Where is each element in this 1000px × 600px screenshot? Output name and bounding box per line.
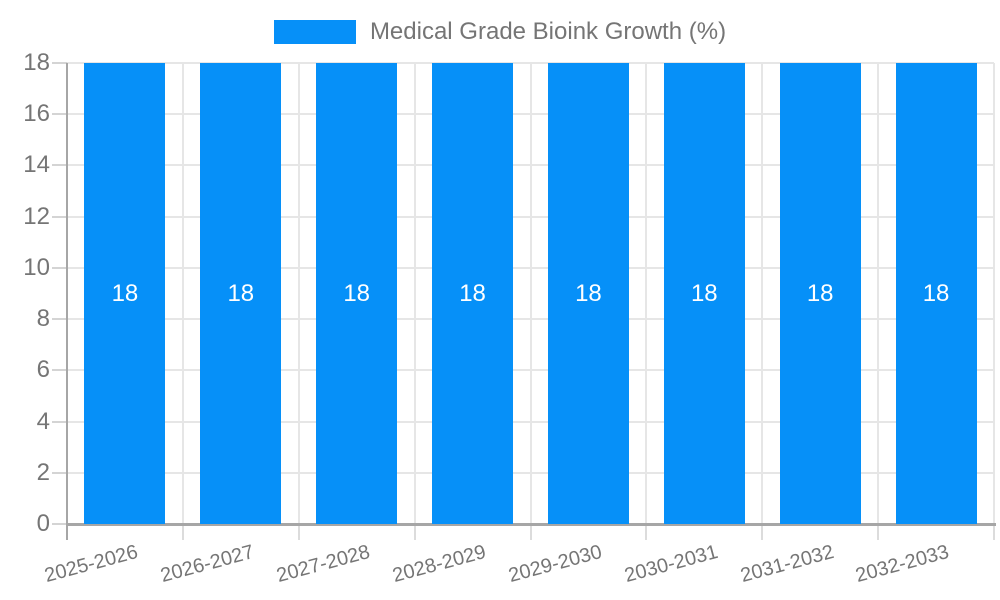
bar-value-label: 18 — [575, 279, 602, 307]
x-axis-tick — [877, 524, 880, 540]
bar[interactable] — [84, 63, 166, 524]
y-axis-tick — [52, 164, 67, 167]
y-axis-tick-label: 12 — [23, 202, 50, 230]
y-axis-tick-label: 16 — [23, 100, 50, 128]
bar[interactable] — [432, 63, 514, 524]
y-axis-tick — [52, 471, 67, 474]
y-axis-tick — [52, 318, 67, 321]
y-axis-line — [66, 63, 68, 540]
gridline-vertical — [761, 63, 764, 524]
bar[interactable] — [547, 63, 629, 524]
gridline-vertical — [529, 63, 532, 524]
legend-swatch-icon — [273, 20, 356, 44]
bar-value-label: 18 — [227, 279, 255, 307]
y-axis-tick-label: 14 — [23, 151, 50, 179]
bar[interactable] — [895, 63, 977, 524]
y-axis-tick-label: 2 — [36, 458, 50, 486]
legend-label: Medical Grade Bioink Growth (%) — [369, 18, 727, 45]
gridline-vertical — [645, 63, 648, 524]
x-axis-tick — [413, 524, 416, 540]
bar[interactable] — [316, 63, 398, 524]
x-axis-category-label: 2027-2028 — [274, 541, 373, 588]
x-axis-category-label: 2031-2032 — [737, 541, 836, 588]
y-axis-tick — [52, 215, 67, 218]
bar-value-label: 18 — [459, 279, 486, 307]
bar[interactable] — [200, 63, 282, 524]
x-axis-category-label: 2030-2031 — [621, 541, 721, 588]
y-axis-tick — [52, 420, 67, 423]
y-axis-tick-label: 8 — [36, 305, 50, 333]
y-axis-tick-label: 10 — [23, 253, 50, 281]
x-axis-tick — [645, 524, 648, 540]
x-axis-category-label: 2025-2026 — [42, 541, 141, 588]
x-axis-category-label: 2028-2029 — [390, 541, 489, 588]
x-axis-tick — [181, 524, 184, 540]
x-axis-tick — [529, 524, 532, 540]
y-axis-tick-label: 18 — [23, 49, 50, 76]
legend[interactable]: Medical Grade Bioink Growth (%) — [0, 16, 1000, 48]
gridline-vertical — [181, 63, 184, 524]
bar[interactable] — [779, 63, 861, 524]
y-axis-tick-label: 4 — [36, 407, 50, 435]
gridline-vertical — [413, 63, 416, 524]
y-axis-tick — [52, 266, 67, 269]
bar-value-label: 18 — [806, 279, 834, 307]
y-axis-tick — [52, 369, 67, 372]
bar-value-label: 18 — [343, 279, 371, 307]
y-axis-tick — [52, 113, 67, 116]
y-axis-tick — [52, 523, 67, 525]
bar-value-label: 18 — [690, 279, 718, 307]
bar-value-label: 18 — [922, 279, 950, 307]
x-axis-tick — [993, 524, 995, 540]
y-axis-tick — [52, 62, 67, 64]
gridline-vertical — [993, 63, 995, 524]
x-axis-category-label: 2029-2030 — [506, 541, 605, 588]
bar[interactable] — [663, 63, 745, 524]
gridline-vertical — [297, 63, 300, 524]
y-axis-tick-label: 6 — [36, 356, 50, 384]
bar-value-label: 18 — [111, 279, 139, 307]
x-axis-category-label: 2032-2033 — [853, 541, 952, 588]
y-axis-tick-label: 0 — [36, 510, 50, 537]
x-axis-category-label: 2026-2027 — [158, 541, 257, 588]
x-axis-tick — [761, 524, 764, 540]
x-axis-tick — [297, 524, 300, 540]
gridline-vertical — [877, 63, 880, 524]
x-axis-line — [67, 523, 996, 526]
